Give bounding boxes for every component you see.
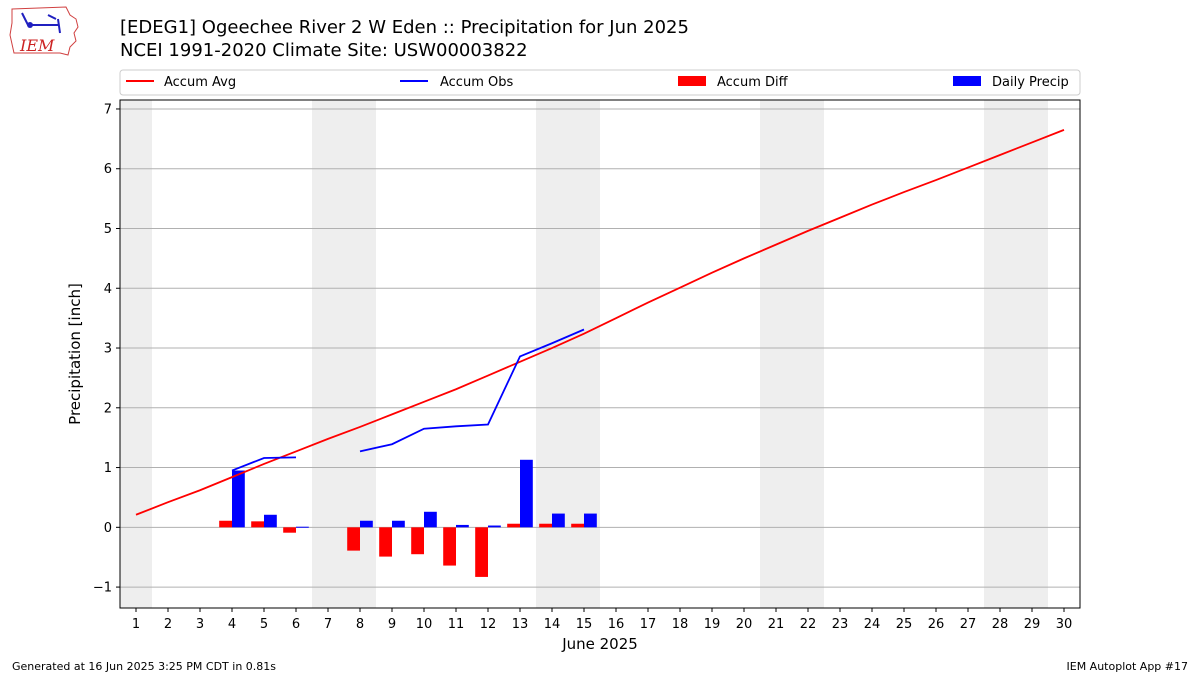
legend-swatch-accum-diff [678, 76, 706, 86]
x-tick-label-4: 4 [228, 617, 236, 632]
x-tick-label-18: 18 [672, 617, 689, 632]
x-tick-label-29: 29 [1024, 617, 1041, 632]
x-tick-label-28: 28 [992, 617, 1009, 632]
y-tick-label-0: 0 [104, 521, 112, 536]
x-tick-label-16: 16 [608, 617, 625, 632]
daily-precip-bar-day-15 [584, 513, 597, 528]
legend-item-accum-diff: Accum Diff [678, 75, 789, 90]
iowa-state-outline-icon [9, 6, 79, 56]
daily-precip-bar-day-5 [264, 514, 277, 528]
x-tick-label-6: 6 [292, 617, 300, 632]
x-tick-label-3: 3 [196, 617, 204, 632]
iem-logo: IEM [9, 6, 79, 56]
weekend-band-2 [536, 100, 600, 608]
daily-precip-bar-day-10 [424, 511, 437, 528]
legend-label-daily-precip: Daily Precip [992, 75, 1069, 90]
x-tick-label-1: 1 [132, 617, 140, 632]
logo-text: IEM [19, 36, 55, 55]
daily-precip-bar-day-4 [232, 470, 245, 528]
y-tick-label-5: 5 [104, 222, 112, 237]
x-tick-label-9: 9 [388, 617, 396, 632]
x-tick-label-2: 2 [164, 617, 172, 632]
generated-timestamp: Generated at 16 Jun 2025 3:25 PM CDT in … [12, 660, 277, 673]
legend-label-accum-avg: Accum Avg [164, 75, 236, 90]
y-axis-label: Precipitation [inch] [66, 283, 84, 425]
app-credit: IEM Autoplot App #17 [1066, 660, 1189, 673]
y-tick-label-6: 6 [104, 162, 112, 177]
daily-precip-bar-day-8 [360, 520, 373, 528]
y-tick-label-7: 7 [104, 102, 112, 117]
accum-diff-bar-day-5 [251, 521, 264, 528]
accum-diff-bar-day-13 [507, 523, 520, 528]
x-tick-label-17: 17 [640, 617, 657, 632]
x-tick-label-21: 21 [768, 617, 785, 632]
x-tick-label-26: 26 [928, 617, 945, 632]
weekend-band-3 [760, 100, 824, 608]
plot-frame [119, 99, 1081, 609]
accum-diff-bar-day-15 [571, 523, 584, 528]
x-tick-label-14: 14 [544, 617, 561, 632]
x-tick-label-27: 27 [960, 617, 977, 632]
y-axis-ticks: −1 0 1 2 3 4 5 6 7 [93, 102, 120, 596]
y-tick-label-2: 2 [104, 401, 112, 416]
y-tick-label-4: 4 [104, 282, 112, 297]
x-tick-label-11: 11 [448, 617, 465, 632]
weekend-band-1 [312, 100, 376, 608]
weekend-shading [120, 100, 1048, 608]
accum-diff-bar-day-10 [411, 527, 424, 555]
daily-precip-bar-day-12 [488, 525, 501, 528]
x-tick-label-5: 5 [260, 617, 268, 632]
y-tick-label--1: −1 [93, 581, 112, 596]
weekend-band-0 [120, 100, 152, 608]
accum-diff-bar-day-8 [347, 527, 360, 551]
x-tick-label-15: 15 [576, 617, 593, 632]
weekend-band-4 [984, 100, 1048, 608]
weather-station-icon [21, 12, 61, 34]
x-tick-label-22: 22 [800, 617, 817, 632]
x-tick-label-7: 7 [324, 617, 332, 632]
legend: Accum Avg Accum Obs Accum Diff Daily Pre… [119, 69, 1081, 96]
y-gridlines [120, 108, 1080, 588]
daily-precip-bar-day-13 [520, 459, 533, 528]
x-tick-label-12: 12 [480, 617, 497, 632]
accum-diff-bar-day-14 [539, 523, 552, 528]
legend-label-accum-obs: Accum Obs [440, 75, 513, 90]
accum-obs-line [231, 328, 585, 472]
x-tick-label-30: 30 [1056, 617, 1073, 632]
accum-diff-bar-day-6 [283, 527, 296, 533]
legend-swatch-daily-precip [953, 76, 981, 86]
legend-item-accum-obs: Accum Obs [400, 75, 513, 90]
x-tick-label-25: 25 [896, 617, 913, 632]
chart-subtitle: NCEI 1991-2020 Climate Site: USW00003822 [120, 40, 528, 61]
chart-title: [EDEG1] Ogeechee River 2 W Eden :: Preci… [120, 17, 689, 38]
legend-item-daily-precip: Daily Precip [953, 75, 1069, 90]
accum-diff-bar-day-9 [379, 527, 392, 557]
station-dot-icon [27, 22, 33, 28]
daily-precip-bar-day-14 [552, 513, 565, 528]
x-tick-label-8: 8 [356, 617, 364, 632]
line-series [135, 129, 1065, 516]
bar-series [219, 459, 597, 577]
x-tick-label-19: 19 [704, 617, 721, 632]
daily-precip-bar-day-9 [392, 520, 405, 528]
legend-box [119, 69, 1081, 96]
x-tick-label-20: 20 [736, 617, 753, 632]
x-axis-ticks: 1 2 3 4 5 6 7 8 9 10 11 12 13 14 15 16 17 18 19 20 21 22 23 24 2… [132, 608, 1072, 632]
x-axis-label: June 2025 [561, 635, 638, 653]
x-tick-label-10: 10 [416, 617, 433, 632]
accum-diff-bar-day-12 [475, 527, 488, 577]
accum-avg-line [135, 129, 1065, 516]
x-tick-label-13: 13 [512, 617, 529, 632]
x-tick-label-23: 23 [832, 617, 849, 632]
y-tick-label-3: 3 [104, 342, 112, 357]
x-tick-label-24: 24 [864, 617, 881, 632]
accum-diff-bar-day-11 [443, 527, 456, 566]
daily-precip-bar-day-11 [456, 524, 469, 528]
legend-label-accum-diff: Accum Diff [717, 75, 789, 90]
y-tick-label-1: 1 [104, 461, 112, 476]
legend-item-accum-avg: Accum Avg [126, 75, 236, 90]
accum-diff-bar-day-4 [219, 520, 232, 528]
daily-precip-bar-day-6 [296, 526, 309, 528]
